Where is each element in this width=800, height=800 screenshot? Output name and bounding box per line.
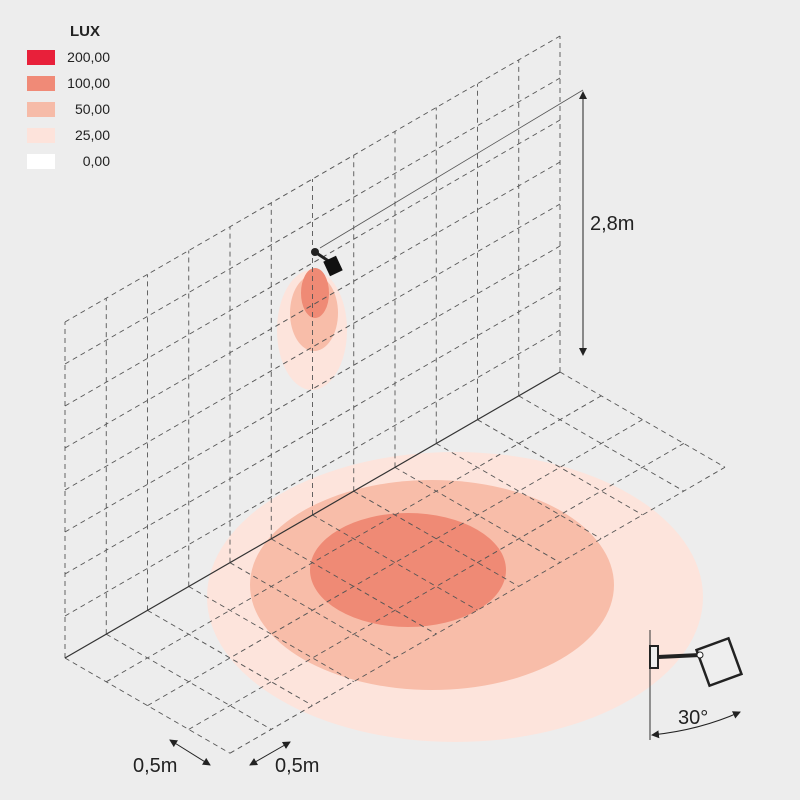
grid	[64, 35, 726, 754]
floor-grid-line	[394, 466, 561, 563]
floor-grid-line	[147, 609, 313, 706]
legend-label: 50,00	[75, 101, 110, 117]
legend-label: 25,00	[75, 127, 110, 143]
wall-pool-100	[301, 268, 329, 318]
legend-swatch	[27, 154, 55, 169]
spotlight-icon	[649, 630, 744, 740]
legend-swatch	[27, 50, 55, 65]
floor-grid-line	[353, 490, 519, 587]
floor-grid-line	[188, 586, 354, 683]
spacing-dimension	[169, 739, 211, 766]
floor-grid-line	[106, 633, 272, 730]
legend-label: 0,00	[83, 153, 110, 169]
legend-title: LUX	[70, 23, 100, 40]
legend-swatch	[27, 76, 55, 91]
floor-grid-line	[436, 443, 602, 540]
floor-grid-line	[518, 395, 684, 492]
floor-grid-line	[229, 562, 396, 659]
legend-label: 200,00	[67, 49, 110, 65]
spacing-label: 0,5m	[275, 755, 319, 777]
floor-grid-line	[477, 419, 643, 516]
floor-grid-line	[312, 514, 478, 611]
spacing-label: 0,5m	[133, 755, 177, 777]
legend-swatch	[27, 102, 55, 117]
legend: 200,00 100,00 50,00 25,00 0,00	[27, 49, 110, 169]
wall-luminaire	[311, 248, 343, 277]
legend-label: 100,00	[67, 75, 110, 91]
legend-swatch	[27, 128, 55, 143]
tilt-label: 30°	[678, 707, 708, 729]
spacing-dimension	[249, 741, 291, 766]
height-reference	[319, 89, 584, 249]
floor-grid-line	[559, 371, 726, 468]
height-label: 2,8m	[590, 213, 634, 235]
floor-grid-line	[64, 657, 231, 754]
wall-floor-edge	[64, 371, 561, 659]
floor-grid-line	[271, 538, 437, 635]
